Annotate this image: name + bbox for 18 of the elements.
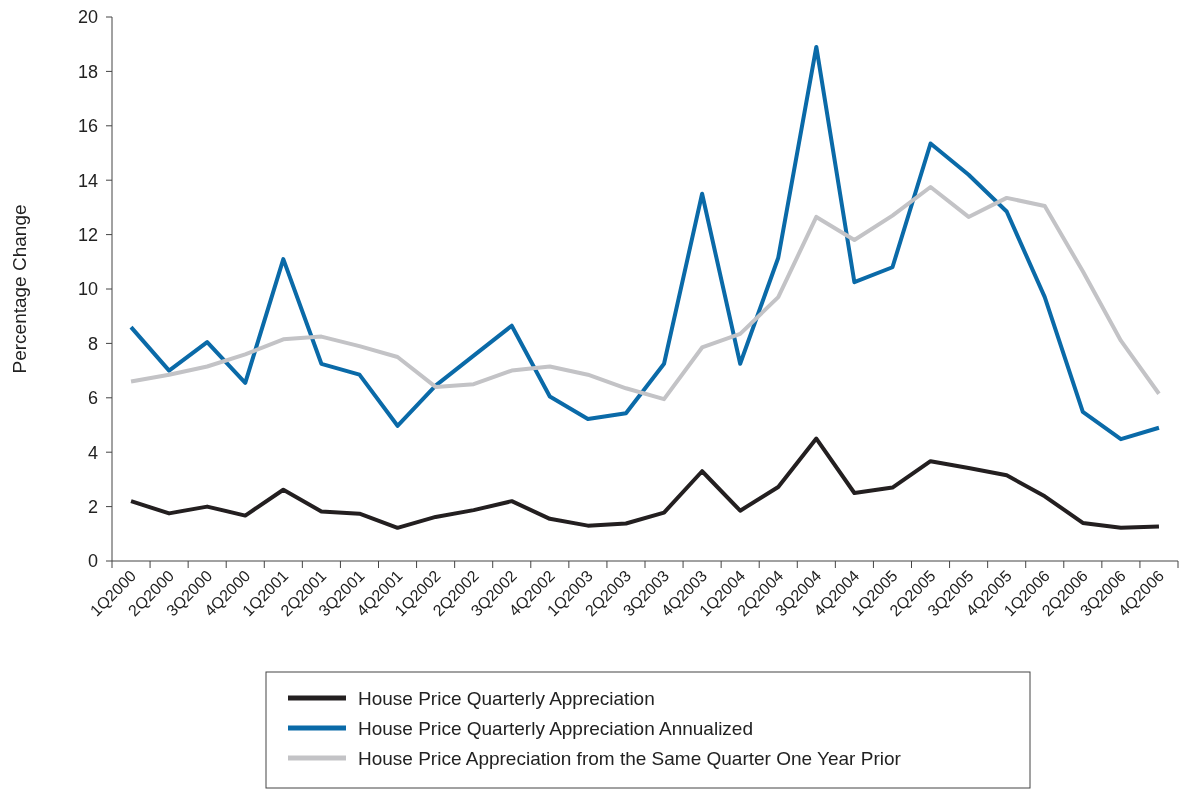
y-tick-label: 18	[77, 61, 98, 82]
y-tick-label: 0	[87, 551, 98, 572]
line-series	[129, 44, 1161, 442]
y-tick-label: 12	[77, 224, 98, 245]
y-tick-label: 2	[87, 496, 98, 517]
y-tick-label: 8	[87, 333, 98, 354]
line-series	[129, 436, 1161, 530]
y-axis-title: Percentage Change	[9, 204, 30, 374]
legend-label: House Price Quarterly Appreciation Annualized	[358, 717, 754, 739]
y-tick-label: 10	[77, 279, 98, 300]
y-tick-label: 14	[77, 170, 98, 191]
y-tick-label: 16	[77, 116, 98, 137]
line-series	[129, 185, 1161, 402]
y-tick-label: 4	[87, 442, 98, 463]
y-tick-label: 6	[87, 388, 98, 409]
legend-label: House Price Quarterly Appreciation	[358, 687, 655, 709]
legend-label: House Price Appreciation from the Same Quarter One Year Prior	[358, 747, 902, 769]
y-tick-label: 20	[77, 7, 98, 28]
